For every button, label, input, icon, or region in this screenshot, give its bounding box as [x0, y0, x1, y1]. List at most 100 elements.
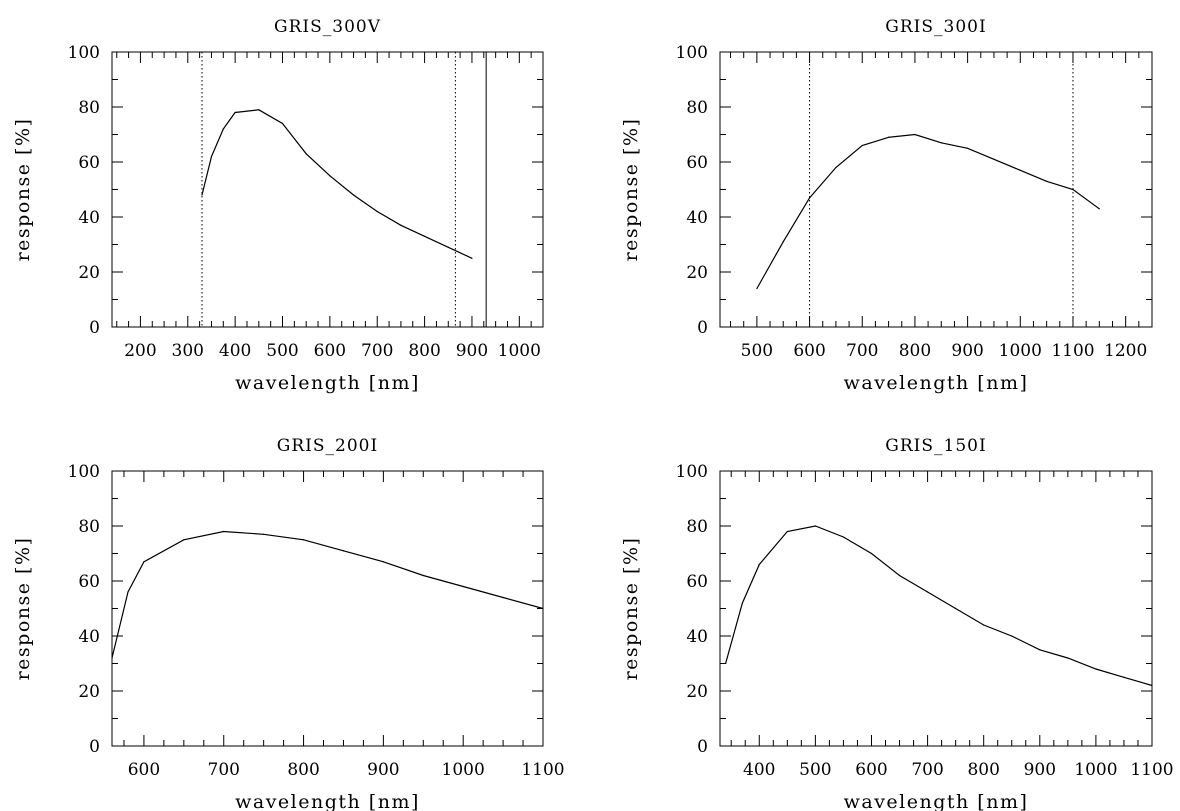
- y-tick-label: 0: [89, 737, 100, 757]
- y-tick-label: 100: [676, 462, 708, 482]
- y-tick-label: 20: [686, 682, 708, 702]
- x-tick-label: 700: [361, 341, 393, 361]
- chart-title: GRIS_200I: [277, 436, 378, 456]
- y-tick-label: 40: [686, 208, 708, 228]
- response-curve: [756, 133, 1100, 289]
- chart-panel-4: 400 500 600 700 800 900 1000 1100 0 20 40 60 80 100 GR…: [620, 436, 1174, 811]
- y-tick-label: 0: [697, 737, 708, 757]
- data-point: [400, 224, 402, 226]
- y-axis-label: response [%]: [620, 537, 642, 681]
- data-point: [1098, 208, 1100, 210]
- data-point: [502, 596, 504, 599]
- y-tick-label: 20: [78, 682, 100, 702]
- x-tick-label: 1100: [1051, 341, 1094, 361]
- x-tick-label: 900: [1024, 760, 1056, 780]
- y-tick-label: 40: [78, 627, 100, 647]
- x-axis-label: wavelength [nm]: [844, 791, 1029, 811]
- chart-title: GRIS_300I: [885, 17, 986, 37]
- data-point: [926, 591, 929, 593]
- y-tick-label: 80: [78, 517, 100, 537]
- data-point: [281, 122, 284, 125]
- data-point: [352, 194, 355, 196]
- data-point: [201, 194, 203, 196]
- y-tick-label: 20: [78, 263, 100, 283]
- x-tick-label: 800: [408, 341, 440, 361]
- y-tick-label: 60: [686, 153, 708, 173]
- y-tick-label: 100: [68, 43, 100, 63]
- x-tick-label: 600: [855, 760, 887, 780]
- data-point: [234, 111, 236, 114]
- y-tick-label: 40: [686, 627, 708, 647]
- response-curve: [725, 525, 1153, 687]
- data-point: [223, 530, 225, 533]
- data-point: [462, 585, 464, 588]
- chart-panel-1: 200 300 400 500 600 700 800 900 1000 0 20 40 60 80 100…: [12, 17, 544, 394]
- response-curve: [201, 109, 473, 259]
- data-point: [447, 246, 449, 248]
- x-tick-label: 1000: [498, 341, 541, 361]
- data-point: [382, 561, 384, 563]
- data-point: [741, 602, 744, 604]
- x-tick-label: 400: [743, 760, 775, 780]
- data-point: [1019, 169, 1021, 171]
- x-tick-label: 700: [208, 760, 240, 780]
- data-point: [782, 241, 784, 243]
- data-point: [861, 144, 863, 147]
- data-point: [183, 539, 185, 541]
- plot-frame: [719, 51, 1153, 328]
- chart-panel-3: 600 700 800 900 1000 1100 0 20 40 60 80 100 GRIS_200…: [12, 436, 565, 811]
- data-point: [143, 561, 145, 563]
- data-point: [263, 533, 265, 535]
- x-tick-label: 800: [899, 341, 931, 361]
- x-tick-label: 800: [967, 760, 999, 780]
- data-point: [1011, 635, 1013, 637]
- data-point: [842, 536, 845, 538]
- y-tick-label: 40: [78, 208, 100, 228]
- x-axis-label: wavelength [nm]: [235, 372, 420, 394]
- data-point: [342, 550, 345, 552]
- data-point: [305, 153, 307, 155]
- data-point: [870, 552, 873, 555]
- y-tick-label: 80: [686, 517, 708, 537]
- data-point: [955, 607, 957, 610]
- y-axis-label: response [%]: [12, 537, 34, 681]
- data-point: [1072, 188, 1074, 191]
- x-axis-label: wavelength [nm]: [235, 791, 420, 811]
- x-tick-label: 1000: [1074, 760, 1117, 780]
- x-tick-label: 700: [911, 760, 943, 780]
- data-point: [967, 147, 969, 149]
- data-point: [1123, 676, 1125, 678]
- data-point: [993, 158, 995, 160]
- data-point: [471, 257, 473, 259]
- data-point: [222, 128, 224, 130]
- x-tick-label: 500: [799, 760, 831, 780]
- data-point: [758, 563, 760, 566]
- data-point: [940, 142, 942, 144]
- y-axis-label: response [%]: [12, 118, 34, 262]
- y-tick-label: 60: [78, 572, 100, 592]
- y-tick-label: 80: [686, 98, 708, 118]
- plot-frame: [719, 470, 1153, 747]
- response-curve: [111, 530, 544, 659]
- data-point: [725, 662, 727, 665]
- x-tick-label: 1000: [442, 760, 485, 780]
- y-tick-label: 100: [68, 462, 100, 482]
- data-point: [814, 525, 816, 527]
- x-tick-label: 1000: [999, 341, 1042, 361]
- y-axis-label: response [%]: [620, 118, 642, 262]
- x-axis-label: wavelength [nm]: [844, 372, 1029, 394]
- data-point: [376, 210, 378, 213]
- data-point: [835, 166, 837, 169]
- y-tick-label: 100: [676, 43, 708, 63]
- x-tick-label: 600: [314, 341, 346, 361]
- x-tick-label: 900: [456, 341, 488, 361]
- x-tick-label: 800: [287, 760, 319, 780]
- x-tick-label: 500: [741, 341, 773, 361]
- data-point: [1151, 684, 1153, 687]
- data-point: [786, 530, 788, 533]
- data-point: [887, 136, 890, 138]
- x-tick-label: 1100: [1130, 760, 1173, 780]
- x-tick-label: 500: [266, 341, 298, 361]
- x-tick-label: 900: [367, 760, 399, 780]
